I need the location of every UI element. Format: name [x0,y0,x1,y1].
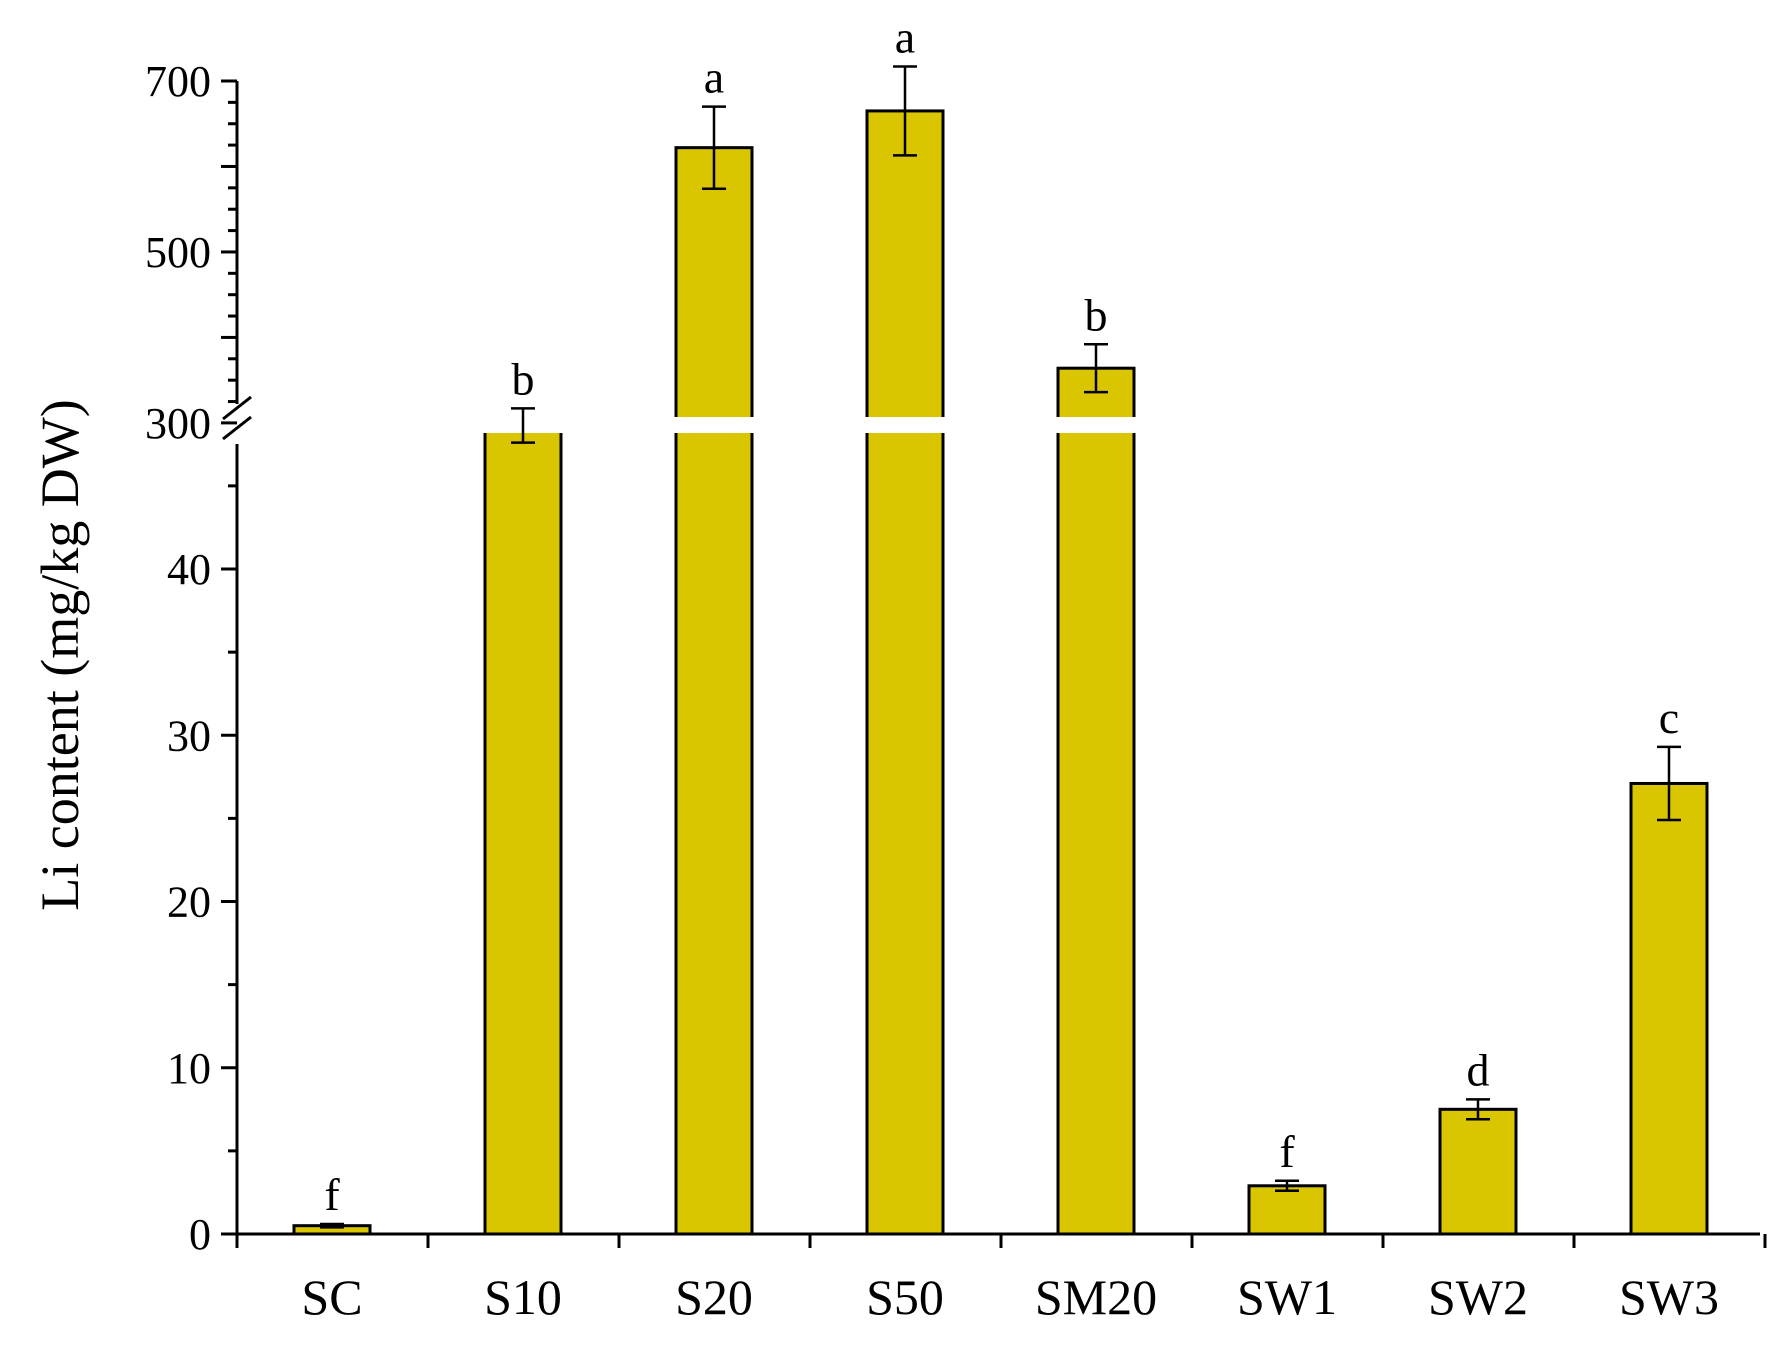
bar-break-gap-SM20 [1055,417,1137,433]
bar-break-gap-S50 [864,417,946,433]
y-axis-break-mark-bottom [222,415,252,441]
significance-letter-SC: f [324,1169,340,1220]
y-axis-break-mark-top [222,395,252,421]
y-axis-title: Li content (mg/kg DW) [30,399,90,910]
error-bar-S20 [702,105,726,190]
error-bar-SW2 [1466,1098,1490,1121]
bar-SM20 [1056,366,1136,1236]
x-tick-label-SM20: SM20 [1035,1269,1157,1325]
x-tick-label-SW2: SW2 [1428,1269,1528,1325]
bar-S10 [483,423,563,1236]
y-tick-label-30: 30 [167,711,211,760]
bar-SW1 [1247,1184,1327,1236]
error-bar-SW3 [1657,745,1681,822]
bar-S20 [674,146,754,1236]
x-tick-label-SC: SC [301,1269,362,1325]
error-bar-SC [320,1222,344,1229]
error-bar-S50 [893,65,917,157]
significance-letter-S50: a [895,11,915,62]
axes [221,79,1767,1248]
x-tick-label-S10: S10 [484,1269,562,1325]
bar-SW2 [1438,1107,1518,1236]
labels: f SC b S10 a S20 a S50 b SM20 f SW1 d SW2 c SW3 0 10 20 30 4… [145,11,1719,1325]
error-bar-SM20 [1084,343,1108,394]
error-bar-S10 [511,407,535,444]
significance-letter-SM20: b [1085,289,1108,340]
significance-letter-S20: a [704,52,724,103]
y-tick-label-40: 40 [167,545,211,594]
x-tick-label-SW3: SW3 [1619,1269,1719,1325]
y-tick-label-300: 300 [145,399,211,448]
significance-letter-SW3: c [1659,692,1679,743]
y-tick-label-500: 500 [145,228,211,277]
x-tick-label-S50: S50 [866,1269,944,1325]
y-tick-label-0: 0 [189,1210,211,1259]
x-tick-label-SW1: SW1 [1237,1269,1337,1325]
bars [292,65,1709,1236]
bar-S50 [865,109,945,1236]
significance-letter-S10: b [512,353,535,404]
significance-letter-SW1: f [1279,1126,1295,1177]
bar-SW3 [1629,781,1709,1236]
significance-letter-SW2: d [1467,1044,1490,1095]
bar-break-gap-S20 [673,417,755,433]
y-tick-label-10: 10 [167,1044,211,1093]
y-tick-label-20: 20 [167,878,211,927]
y-tick-label-700: 700 [145,57,211,106]
x-tick-label-S20: S20 [675,1269,753,1325]
error-bar-SW1 [1275,1179,1299,1193]
